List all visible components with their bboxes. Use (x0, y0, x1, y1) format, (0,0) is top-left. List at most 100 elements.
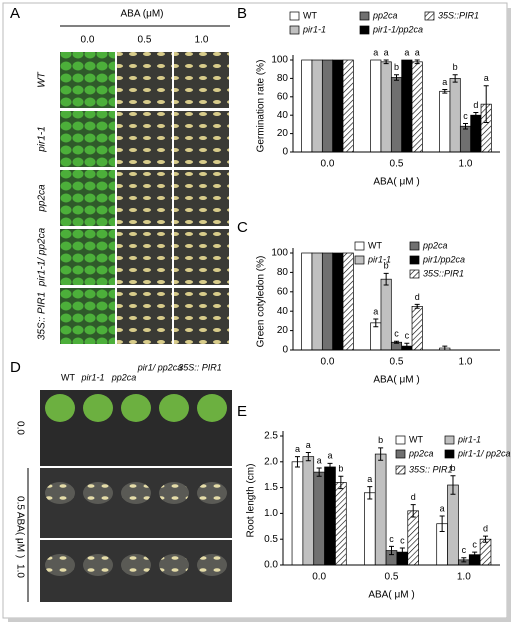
seedling (45, 554, 75, 576)
significance-label: d (411, 492, 416, 502)
legend-swatch (359, 11, 370, 21)
photo (117, 229, 172, 285)
error-bar (442, 88, 448, 94)
seedling (121, 394, 151, 422)
x-axis-label: ABA( μM ) (368, 590, 414, 601)
seedling (197, 482, 227, 504)
significance-label: b (450, 463, 455, 473)
significance-label: a (384, 47, 389, 57)
significance-label: a (404, 47, 409, 57)
bar (332, 59, 344, 153)
photo (117, 288, 172, 344)
bar (311, 252, 323, 351)
legend-swatch (395, 465, 406, 475)
legend-swatch (289, 25, 300, 35)
legend-swatch (395, 449, 406, 459)
panel-label: C (237, 219, 248, 236)
bar (313, 471, 325, 566)
x-tick-label: 1.0 (459, 159, 473, 170)
row-label: 35S:: PIR1 (37, 292, 48, 340)
error-bar (383, 59, 389, 65)
error-bar (461, 557, 467, 563)
error-bar (389, 545, 394, 556)
row-label: pir1-1 (37, 126, 48, 153)
row-label: pir1-1/ pp2ca (37, 227, 48, 287)
error-bar (316, 467, 322, 477)
error-bar (483, 85, 489, 124)
column-label: 0.0 (81, 35, 95, 46)
row-label: 1.0 (14, 564, 25, 578)
y-tick-label: 0 (282, 345, 288, 356)
bar (459, 125, 472, 153)
seedling (45, 482, 75, 504)
bar (342, 59, 354, 153)
significance-label: a (442, 77, 447, 87)
column-label: 0.5 (138, 35, 152, 46)
error-bar (410, 504, 416, 518)
x-tick-label: 1.0 (459, 357, 473, 368)
error-bar (305, 452, 311, 462)
axis-title: ABA( μM ) (14, 512, 25, 558)
significance-label: a (306, 440, 311, 450)
axes (292, 55, 500, 153)
error-bar (452, 74, 458, 83)
legend-label: pir1-1/ pp2ca (457, 448, 511, 458)
bar (335, 482, 347, 566)
error-bar (439, 515, 445, 532)
seedling (159, 554, 189, 576)
bar (401, 59, 413, 153)
significance-label: b (394, 62, 399, 72)
seedling (197, 394, 227, 422)
error-bar (367, 486, 373, 500)
y-tick-label: 80 (277, 73, 289, 84)
photo (174, 111, 229, 167)
photo (174, 170, 229, 226)
panel-label: B (237, 5, 247, 22)
bar (302, 456, 315, 566)
seedling (45, 394, 75, 422)
seedling (83, 394, 113, 422)
x-axis-label: ABA( μM ) (373, 375, 419, 386)
x-tick-label: 0.5 (390, 159, 404, 170)
row-label: 0.5 (14, 496, 25, 510)
photo (117, 52, 172, 108)
legend-label: WT (409, 434, 423, 444)
photo (60, 111, 115, 167)
seedling (121, 554, 151, 576)
bar (380, 61, 392, 153)
panel-label: A (10, 5, 20, 22)
error-bar (472, 551, 478, 558)
bar (470, 114, 482, 153)
error-bar (327, 462, 333, 472)
axes (292, 248, 500, 351)
y-tick-label: 1.0 (264, 508, 278, 519)
y-tick-label: 2.0 (264, 456, 278, 467)
significance-label: d (483, 523, 488, 533)
y-tick-label: 20 (277, 128, 289, 139)
significance-label: b (453, 62, 458, 72)
row-label: 0.0 (14, 421, 25, 435)
legend-label: pp2ca (372, 10, 398, 20)
photo (60, 52, 115, 108)
legend-label: WT (368, 240, 382, 250)
significance-label: b (378, 435, 383, 445)
significance-label: a (317, 455, 322, 465)
bar (311, 59, 323, 153)
axis-title: ABA (μM) (121, 9, 164, 20)
legend-label: pir1-1 (302, 24, 326, 34)
significance-label: c (472, 539, 477, 549)
legend-label: pir1-1 (367, 254, 391, 264)
bar (449, 78, 461, 153)
legend-swatch (409, 269, 420, 279)
legend-label: pir1/pp2ca (422, 254, 465, 264)
photo (117, 111, 172, 167)
x-tick-label: 0.5 (390, 357, 404, 368)
significance-label: a (328, 451, 333, 461)
x-tick-label: 0.0 (321, 159, 335, 170)
seedling (83, 554, 113, 576)
legend-label: pp2ca (408, 448, 434, 458)
photo (117, 170, 172, 226)
bar (321, 59, 334, 153)
significance-label: c (389, 534, 394, 544)
